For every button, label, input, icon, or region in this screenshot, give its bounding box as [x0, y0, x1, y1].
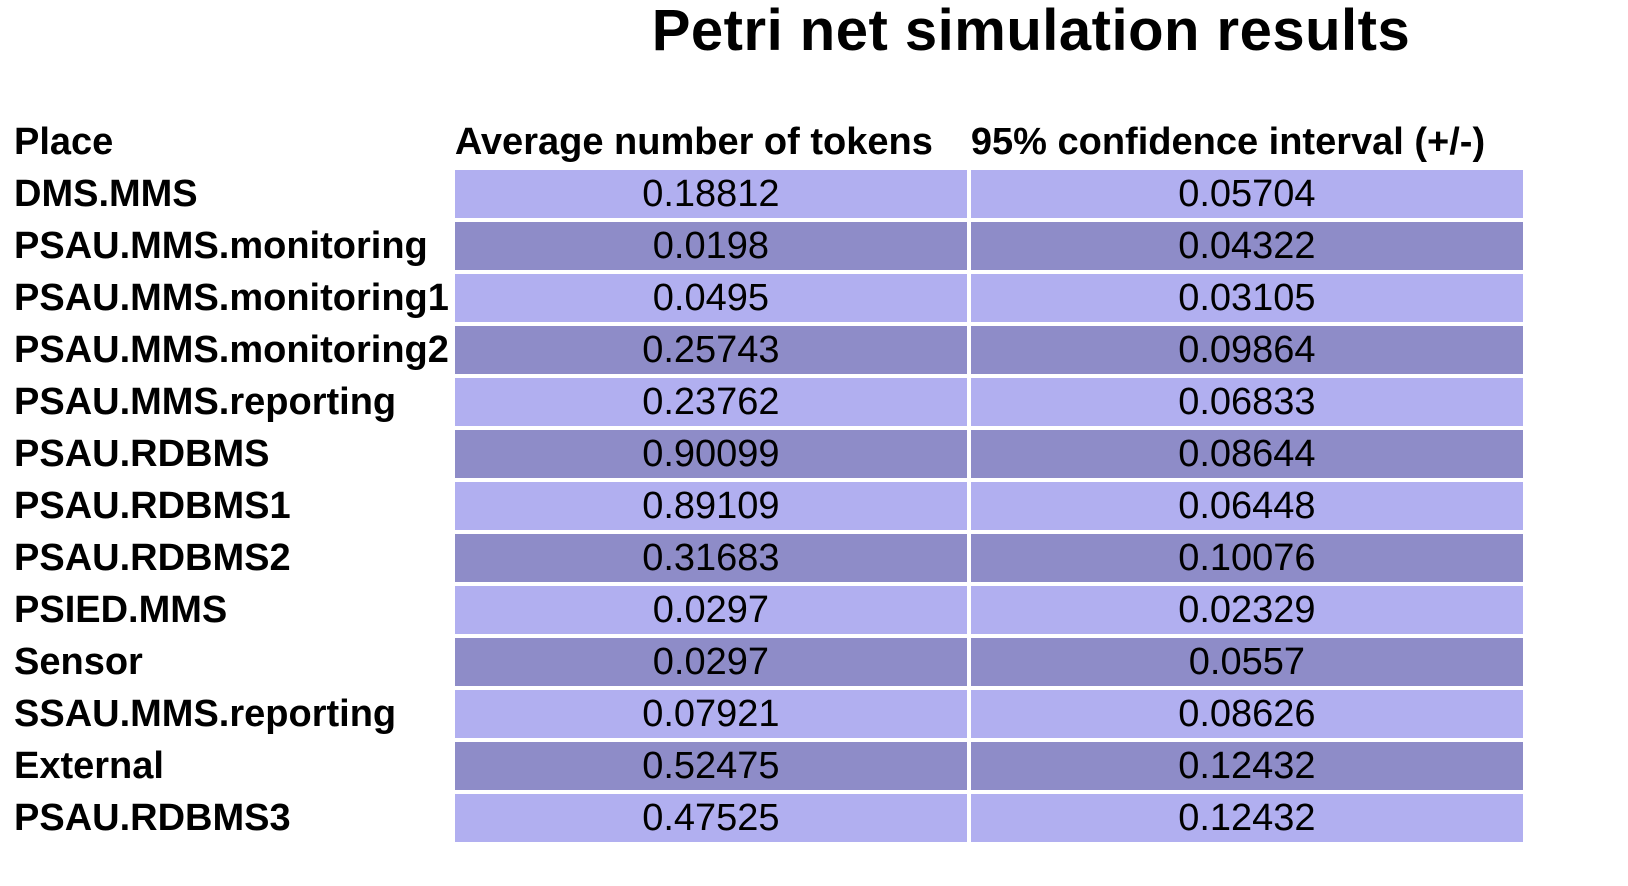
- avg-tokens-cell: 0.89109: [454, 482, 967, 530]
- confidence-cell: 0.08644: [970, 430, 1523, 478]
- page-title: Petri net simulation results: [651, 0, 1411, 63]
- place-cell: PSAU.MMS.reporting: [14, 381, 397, 423]
- avg-tokens-cell: 0.0495: [454, 274, 967, 322]
- table-row: PSAU.MMS.monitoring1 0.0495 0.03105: [12, 274, 1523, 322]
- table-row: Sensor 0.0297 0.0557: [12, 638, 1523, 686]
- place-cell: PSAU.MMS.monitoring1: [14, 277, 449, 319]
- place-cell: PSAU.MMS.monitoring: [14, 225, 428, 267]
- confidence-cell: 0.04322: [970, 222, 1523, 270]
- table-row: SSAU.MMS.reporting 0.07921 0.08626: [12, 690, 1523, 738]
- avg-tokens-cell: 0.31683: [454, 534, 967, 582]
- table-row: PSAU.RDBMS1 0.89109 0.06448: [12, 482, 1523, 530]
- place-cell: PSAU.MMS.monitoring2: [14, 329, 449, 371]
- avg-tokens-cell: 0.23762: [454, 378, 967, 426]
- confidence-cell: 0.09864: [970, 326, 1523, 374]
- place-cell: PSAU.RDBMS2: [14, 537, 291, 579]
- table-header-row: Place Average number of tokens 95% confi…: [12, 118, 1523, 166]
- table-row: External 0.52475 0.12432: [12, 742, 1523, 790]
- avg-tokens-cell: 0.18812: [454, 170, 967, 218]
- confidence-cell: 0.03105: [970, 274, 1523, 322]
- results-table: Place Average number of tokens 95% confi…: [8, 114, 1527, 846]
- confidence-cell: 0.0557: [970, 638, 1523, 686]
- table-row: PSAU.RDBMS2 0.31683 0.10076: [12, 534, 1523, 582]
- place-cell: PSAU.RDBMS1: [14, 485, 291, 527]
- confidence-cell: 0.10076: [970, 534, 1523, 582]
- column-header-avg-tokens: Average number of tokens: [454, 120, 933, 163]
- confidence-cell: 0.06833: [970, 378, 1523, 426]
- confidence-cell: 0.02329: [970, 586, 1523, 634]
- place-cell: SSAU.MMS.reporting: [14, 693, 397, 735]
- table-row: PSAU.MMS.reporting 0.23762 0.06833: [12, 378, 1523, 426]
- table-row: PSIED.MMS 0.0297 0.02329: [12, 586, 1523, 634]
- place-cell: PSIED.MMS: [14, 589, 228, 631]
- column-header-confidence: 95% confidence interval (+/-): [970, 120, 1486, 163]
- confidence-cell: 0.12432: [970, 794, 1523, 842]
- confidence-cell: 0.06448: [970, 482, 1523, 530]
- avg-tokens-cell: 0.90099: [454, 430, 967, 478]
- place-cell: Sensor: [14, 641, 143, 683]
- column-header-place: Place: [14, 120, 114, 163]
- table-row: PSAU.MMS.monitoring 0.0198 0.04322: [12, 222, 1523, 270]
- table-row: PSAU.RDBMS3 0.47525 0.12432: [12, 794, 1523, 842]
- avg-tokens-cell: 0.47525: [454, 794, 967, 842]
- place-cell: External: [14, 745, 164, 787]
- place-cell: DMS.MMS: [14, 173, 198, 215]
- table-row: PSAU.RDBMS 0.90099 0.08644: [12, 430, 1523, 478]
- place-cell: PSAU.RDBMS3: [14, 797, 291, 839]
- avg-tokens-cell: 0.0297: [454, 586, 967, 634]
- confidence-cell: 0.08626: [970, 690, 1523, 738]
- avg-tokens-cell: 0.0198: [454, 222, 967, 270]
- avg-tokens-cell: 0.25743: [454, 326, 967, 374]
- table-row: PSAU.MMS.monitoring2 0.25743 0.09864: [12, 326, 1523, 374]
- table-row: DMS.MMS 0.18812 0.05704: [12, 170, 1523, 218]
- confidence-cell: 0.12432: [970, 742, 1523, 790]
- avg-tokens-cell: 0.0297: [454, 638, 967, 686]
- avg-tokens-cell: 0.52475: [454, 742, 967, 790]
- place-cell: PSAU.RDBMS: [14, 433, 270, 475]
- avg-tokens-cell: 0.07921: [454, 690, 967, 738]
- confidence-cell: 0.05704: [970, 170, 1523, 218]
